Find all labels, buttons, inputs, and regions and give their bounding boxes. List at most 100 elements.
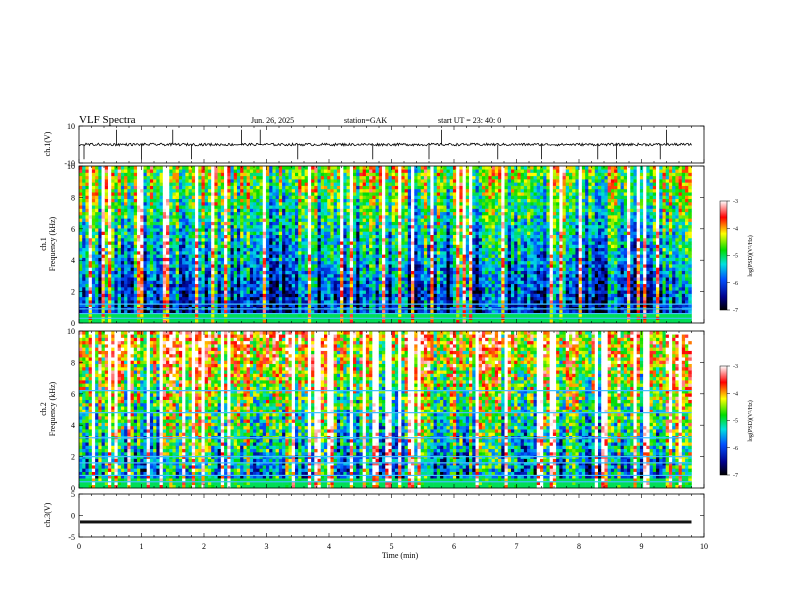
spectrogram-cell [391, 244, 396, 249]
spectrogram-cell [108, 290, 112, 294]
spectrogram-cell [365, 244, 370, 249]
spectrogram-cell [127, 247, 131, 252]
spectrogram-cell [133, 201, 138, 206]
spectrogram-cell [85, 273, 89, 278]
spectrogram-cell [198, 231, 202, 235]
spectrogram-cell [243, 254, 247, 258]
spectrogram-cell [101, 185, 106, 190]
spectrogram-cell [108, 267, 112, 271]
spectrogram-cell [156, 201, 160, 206]
spectrogram-cell [253, 224, 257, 229]
spectrogram-cell [201, 201, 206, 206]
spectrogram-cell [407, 169, 412, 173]
spectrogram-cell [143, 208, 147, 213]
spectrogram-cell [207, 277, 212, 281]
spectrogram-cell [256, 287, 260, 291]
spectrogram-cell [301, 244, 305, 249]
spectrogram-cell [104, 277, 109, 281]
spectrogram-cell [324, 293, 328, 298]
spectrogram-cell [343, 215, 347, 219]
spectrogram-cell [262, 208, 267, 213]
spectrogram-cell [304, 205, 309, 209]
spectrogram-cell [172, 241, 177, 245]
spectrogram-cell [311, 169, 315, 173]
spectrogram-cell [388, 280, 392, 285]
spectrogram-cell [104, 267, 109, 271]
spectrogram-cell [159, 211, 164, 216]
spectrogram-cell [282, 303, 286, 307]
spectrogram-cell [143, 309, 147, 314]
spectrogram-cell [262, 192, 267, 196]
spectrogram-cell [294, 195, 299, 200]
spectrogram-cell [120, 234, 125, 239]
spectrogram-cell [282, 241, 286, 245]
spectrogram-cell [311, 179, 315, 183]
spectrogram-cell [104, 175, 109, 180]
spectrogram-cell [320, 303, 325, 307]
spectrogram-cell [340, 241, 344, 245]
spectrogram-cell [101, 273, 106, 278]
spectrogram-cell [359, 231, 363, 235]
spectrogram-cell [211, 251, 215, 255]
spectrogram-cell [217, 221, 222, 226]
spectrogram-cell [385, 283, 389, 288]
spectrogram-cell [401, 257, 405, 262]
spectrogram-cell [411, 313, 415, 317]
spectrogram-cell [311, 237, 315, 242]
spectrogram-cell [294, 251, 299, 255]
spectrogram-cell [304, 182, 309, 186]
spectrogram-cell [265, 267, 270, 271]
spectrogram-cell [85, 172, 89, 177]
spectrogram-cell [224, 166, 228, 170]
spectrogram-cell [82, 277, 86, 281]
spectrogram-cell [365, 237, 370, 242]
spectrogram-cell [298, 260, 302, 265]
spectrogram-cell [101, 293, 106, 298]
spectrogram-cell [79, 182, 83, 186]
spectrogram-cell [127, 237, 131, 242]
spectrogram-cell [143, 287, 147, 291]
spectrogram-cell [240, 303, 244, 307]
spectrogram-cell [269, 283, 273, 288]
spectrogram-cell [311, 166, 315, 170]
spectrogram-cell [265, 251, 270, 255]
spectrogram-cell [282, 172, 286, 177]
spectrogram-cell [137, 313, 141, 317]
spectrogram-cell [256, 231, 260, 235]
spectrogram-cell [275, 290, 280, 294]
spectrogram-cell [246, 280, 251, 285]
spectrogram-cell [159, 309, 164, 314]
spectrogram-cell [388, 244, 392, 249]
spectrogram-cell [217, 179, 222, 183]
spectrogram-cell [137, 218, 141, 222]
spectrogram-cell [375, 257, 380, 262]
spectrogram-cell [298, 231, 302, 235]
spectrogram-cell [149, 175, 154, 180]
spectrogram-cell [304, 300, 309, 304]
spectrogram-cell [304, 185, 309, 190]
spectrogram-cell [291, 208, 296, 213]
spectrogram-cell [265, 172, 270, 177]
spectrogram-cell [211, 277, 215, 281]
spectrogram-cell [214, 296, 218, 301]
spectrogram-cell [101, 309, 106, 314]
spectrogram-cell [82, 313, 86, 317]
spectrogram-cell [378, 195, 383, 200]
spectrogram-cell [275, 224, 280, 229]
spectrogram-cell [333, 195, 338, 200]
spectrogram-cell [91, 195, 96, 200]
spectrogram-cell [195, 221, 199, 226]
spectrogram-cell [340, 270, 344, 275]
spectrogram-cell [372, 319, 376, 324]
spectrogram-cell [172, 211, 177, 216]
spectrogram-cell [207, 260, 212, 265]
spectrogram-cell [275, 166, 280, 170]
spectrogram-cell [162, 185, 167, 190]
spectrogram-cell [214, 198, 218, 203]
spectrogram-cell [362, 251, 367, 255]
spectrogram-cell [162, 221, 167, 226]
spectrogram-cell [294, 208, 299, 213]
spectrogram-cell [259, 277, 264, 281]
spectrogram-cell [246, 228, 251, 232]
spectrogram-cell [288, 293, 293, 298]
